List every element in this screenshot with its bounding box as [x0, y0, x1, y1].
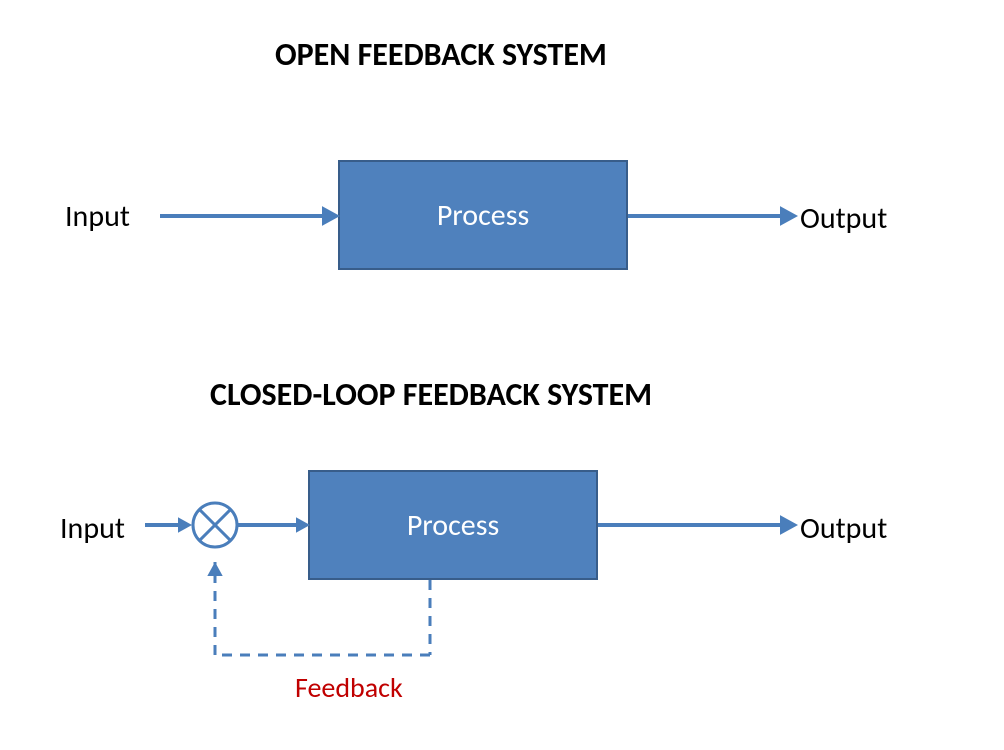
- feedback-label: Feedback: [295, 670, 403, 705]
- closed-process-label: Process: [407, 507, 499, 544]
- open-title: OPEN FEEDBACK SYSTEM: [275, 35, 607, 74]
- open-input-label: Input: [65, 198, 130, 235]
- open-process-label: Process: [437, 197, 529, 234]
- closed-input-label: Input: [60, 510, 125, 547]
- closed-title: CLOSED-LOOP FEEDBACK SYSTEM: [210, 375, 652, 414]
- closed-process-box: Process: [308, 470, 598, 580]
- open-process-box: Process: [338, 160, 628, 270]
- open-output-label: Output: [800, 200, 887, 237]
- closed-output-label: Output: [800, 510, 887, 547]
